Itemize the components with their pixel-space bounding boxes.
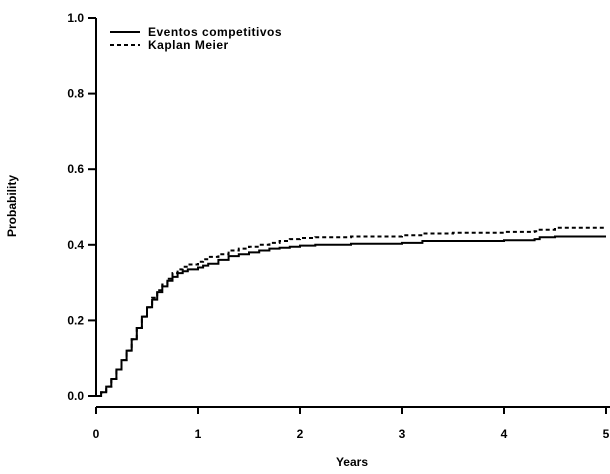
legend-label-1: Eventos competitivos: [148, 25, 282, 39]
x-tick-label: 2: [297, 427, 304, 441]
x-ticks: 0 1 2 3 4 5: [93, 407, 610, 441]
y-tick-label: 1.0: [67, 11, 84, 25]
series-group: [96, 226, 606, 397]
y-axis-title: Probability: [5, 175, 19, 237]
x-tick-label: 0: [93, 427, 100, 441]
legend-label-2: Kaplan Meier: [148, 38, 229, 52]
y-tick-label: 0.4: [67, 238, 84, 252]
x-tick-label: 3: [399, 427, 406, 441]
series-line-2: [96, 226, 606, 397]
x-axis-title: Years: [336, 455, 368, 469]
series-line-1: [96, 235, 606, 397]
y-tick-label: 0.6: [67, 162, 84, 176]
y-tick-label: 0.0: [67, 389, 84, 403]
y-tick-label: 0.2: [67, 313, 84, 327]
axes: [95, 18, 610, 408]
y-tick-label: 0.8: [67, 87, 84, 101]
y-ticks: 0.0 0.2 0.4 0.6 0.8 1.0: [67, 11, 96, 403]
x-tick-label: 1: [195, 427, 202, 441]
x-tick-label: 4: [501, 427, 508, 441]
x-tick-label: 5: [603, 427, 610, 441]
